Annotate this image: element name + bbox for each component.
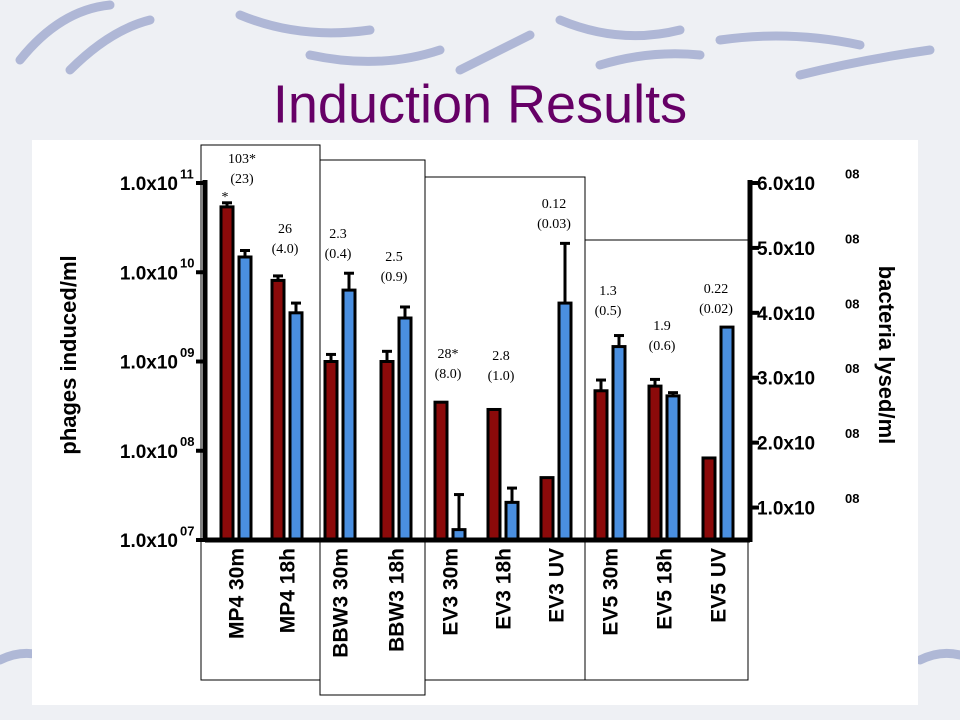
bar (719, 325, 735, 542)
bar (665, 394, 681, 542)
y2-tick-label: 5.0x10 (757, 239, 815, 260)
bar (539, 476, 555, 542)
x-tick-label: EV5 30m (600, 548, 623, 636)
annotation: 0.12 (542, 197, 567, 212)
bar (219, 205, 235, 542)
annotation: (0.5) (595, 304, 622, 319)
y2-tick-label: 3.0x10 (757, 369, 815, 390)
annotation: 1.3 (599, 284, 617, 299)
annotation: (8.0) (435, 367, 462, 382)
bar (611, 345, 627, 542)
x-tick-label: EV3 30m (440, 548, 463, 636)
y-tick-exponent: 07 (180, 523, 194, 538)
x-tick-label: EV5 18h (654, 548, 677, 630)
bar (341, 288, 357, 542)
y2-tick-exponent: 08 (845, 361, 859, 376)
y2-tick-exponent: 08 (845, 231, 859, 246)
bar (647, 384, 663, 542)
bar (323, 360, 339, 542)
y-tick-exponent: 08 (180, 434, 194, 449)
x-tick-label: EV3 18h (493, 548, 516, 630)
bar (433, 400, 449, 542)
y-tick-label: 1.0x10 (120, 174, 178, 195)
chart-title: Induction Results (273, 74, 687, 134)
y2-tick-exponent: 08 (845, 166, 859, 181)
annotation: 1.9 (653, 319, 671, 334)
bar (397, 316, 413, 542)
y2-tick-exponent: 08 (845, 426, 859, 441)
x-tick-label: MP4 30m (226, 548, 249, 639)
y2-tick-exponent: 08 (845, 491, 859, 506)
y-axis-title: phages induced/ml (56, 255, 81, 454)
bar (270, 278, 286, 542)
annotation: 2.8 (492, 349, 510, 364)
x-tick-label: EV5 UV (708, 548, 731, 623)
chart-panel (32, 140, 918, 705)
y-tick-exponent: 11 (180, 166, 194, 181)
annotation: (4.0) (272, 242, 299, 257)
group-boxes (200, 144, 749, 696)
annotation: 2.3 (329, 227, 347, 242)
annotation: (0.9) (381, 270, 408, 285)
y-tick-exponent: 10 (180, 256, 194, 271)
bar (237, 255, 253, 542)
y-tick-label: 1.0x10 (120, 531, 178, 552)
annotation: (1.0) (488, 369, 515, 384)
bar (504, 500, 520, 542)
y2-tick-label: 2.0x10 (757, 434, 815, 455)
bar (593, 389, 609, 542)
y2-tick-label: 4.0x10 (757, 304, 815, 325)
decor (0, 0, 960, 665)
y-tick-label: 1.0x10 (120, 442, 178, 463)
y2-axis-title: bacteria lysed/ml (874, 266, 899, 445)
annotation: 103* (228, 152, 256, 167)
annotation: 2.5 (385, 250, 403, 265)
annotation: 28* (438, 347, 459, 362)
annotation-marker: * (222, 190, 229, 205)
y2-tick-label: 6.0x10 (757, 174, 815, 195)
annotation: (0.6) (649, 339, 676, 354)
annotation: (23) (230, 172, 254, 187)
x-tick-label: BBW3 18h (386, 548, 409, 652)
bar (701, 456, 717, 542)
annotation: (0.02) (699, 302, 733, 317)
bar (557, 301, 573, 542)
bar (288, 311, 304, 542)
annotation: (0.03) (537, 217, 571, 232)
x-tick-label: EV3 UV (546, 548, 569, 623)
x-tick-label: BBW3 30m (330, 548, 353, 658)
annotation: 26 (278, 222, 292, 237)
y-tick-exponent: 09 (180, 345, 194, 360)
annotation: 0.22 (704, 282, 729, 297)
bar (486, 407, 502, 542)
y-tick-label: 1.0x10 (120, 263, 178, 284)
y2-tick-exponent: 08 (845, 296, 859, 311)
bar (379, 360, 395, 542)
y-tick-label: 1.0x10 (120, 353, 178, 374)
y2-tick-label: 1.0x10 (757, 499, 815, 520)
x-tick-label: MP4 18h (277, 548, 300, 633)
annotation: (0.4) (325, 247, 352, 262)
